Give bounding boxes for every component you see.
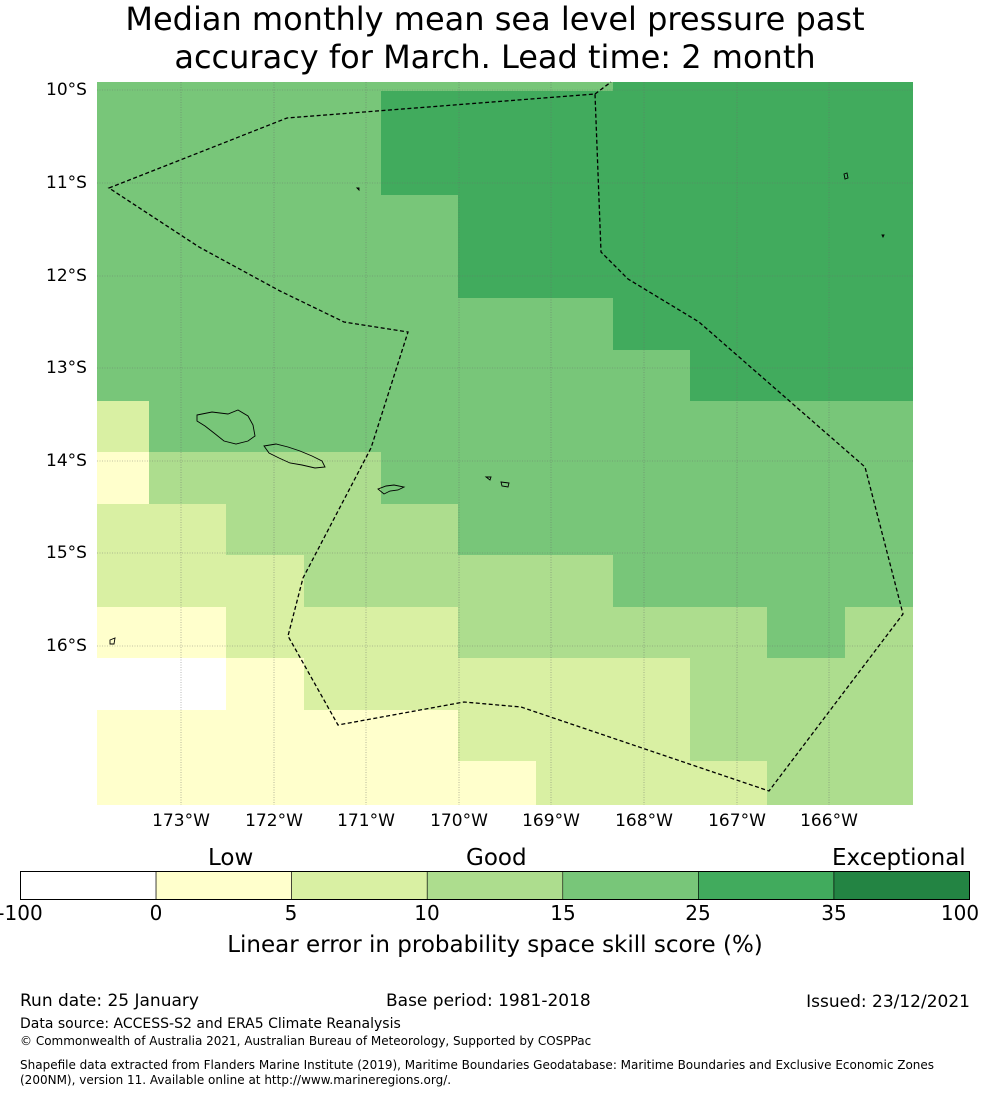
colorbar-segment (698, 871, 835, 900)
map-title-line-1: Median monthly mean sea level pressure p… (125, 0, 865, 38)
colorbar-title: Linear error in probability space skill … (227, 932, 763, 958)
cell-band-10-15 (458, 607, 767, 658)
lat-label: 12°S (46, 266, 87, 286)
manua-island-2 (500, 481, 510, 488)
colorbar-segment (155, 871, 292, 900)
cell-band-5-10 (458, 710, 690, 761)
lat-label: 11°S (46, 173, 87, 193)
swains-island (843, 172, 849, 180)
colorbar-tick: 35 (821, 901, 847, 925)
lon-label: 172°W (245, 811, 303, 831)
colorbar-segment (833, 871, 970, 900)
small-island-west (355, 187, 360, 192)
lat-label: 10°S (46, 80, 87, 100)
category-exceptional: Exceptional (832, 845, 966, 871)
colorbar-segment (20, 871, 157, 900)
base-period: Base period: 1981-2018 (386, 991, 591, 1011)
colorbar-segments (20, 871, 970, 900)
islands (109, 172, 885, 645)
colorbar-frame (20, 871, 970, 900)
small-island-east (881, 234, 885, 239)
cell-band-25-35 (690, 350, 913, 401)
lon-label: 173°W (152, 811, 210, 831)
lon-label: 168°W (615, 811, 673, 831)
cell-band-25-35 (458, 195, 913, 298)
manua-island-1 (484, 476, 492, 481)
small-island-southwest (109, 637, 116, 645)
savaii-island (196, 409, 256, 445)
data-source: Data source: ACCESS-S2 and ERA5 Climate … (20, 1016, 401, 1032)
lat-label: 15°S (46, 543, 87, 563)
lat-label: 13°S (46, 358, 87, 378)
colorbar (20, 871, 970, 900)
cell-band-5-10 (97, 504, 226, 607)
cell-band-25-35 (613, 82, 913, 195)
cell-band-0-5 (226, 658, 304, 710)
lon-label: 167°W (708, 811, 766, 831)
map-title: Median monthly mean sea level pressure p… (0, 0, 990, 76)
colorbar-tick: 0 (149, 901, 163, 925)
cell-band-0-5 (458, 761, 536, 805)
lon-label: 171°W (337, 811, 395, 831)
colorbar-tick: -100 (0, 901, 43, 925)
skill-grid (97, 82, 913, 805)
cell-band-25-35 (381, 91, 613, 195)
lat-label: 16°S (46, 636, 87, 656)
eez-boundary-neighbour (594, 81, 612, 95)
cell-band-10-15 (149, 452, 381, 504)
colorbar-segment (562, 871, 699, 900)
cell-band-25-35 (613, 298, 913, 350)
tutuila-island (377, 484, 406, 495)
upolu-island (263, 443, 326, 469)
run-date: Run date: 25 January (20, 991, 199, 1011)
category-good: Good (466, 845, 527, 871)
cell-band-0-5 (97, 710, 458, 805)
skill-map (97, 81, 913, 805)
colorbar-tick: 10 (414, 901, 440, 925)
colorbar-tick: 25 (685, 901, 711, 925)
issued-date: Issued: 23/12/2021 (806, 992, 970, 1012)
colorbar-tick: 15 (550, 901, 576, 925)
cell-band-0-5 (97, 452, 149, 504)
colorbar-tick: 100 (940, 901, 980, 925)
cell-band-5-10 (226, 555, 304, 607)
lon-label: 166°W (800, 811, 858, 831)
cell-nodata (97, 658, 226, 710)
category-low: Low (208, 845, 254, 871)
shapefile-credit-line-2: (200NM), version 11. Available online at… (20, 1073, 452, 1087)
graticule (97, 82, 913, 805)
cell-band-10-15 (304, 555, 613, 607)
cell-band-10-15 (226, 504, 458, 555)
colorbar-segment (426, 871, 564, 900)
map-title-line-2: accuracy for March. Lead time: 2 month (174, 38, 816, 76)
copyright: © Commonwealth of Australia 2021, Austra… (20, 1034, 592, 1048)
lat-label: 14°S (46, 451, 87, 471)
colorbar-tick: 5 (284, 901, 298, 925)
cell-band-5-10 (226, 607, 458, 658)
cell-band-5-10 (97, 401, 149, 453)
lon-label: 169°W (522, 811, 580, 831)
cell-band-5-10 (304, 658, 690, 710)
cell-band-5-10 (536, 761, 767, 805)
lon-label: 170°W (430, 811, 488, 831)
eez-boundary-samoa (107, 93, 904, 792)
cell-band-0-5 (97, 607, 226, 658)
colorbar-segment (291, 871, 428, 900)
shapefile-credit-line-1: Shapefile data extracted from Flanders M… (20, 1058, 935, 1072)
